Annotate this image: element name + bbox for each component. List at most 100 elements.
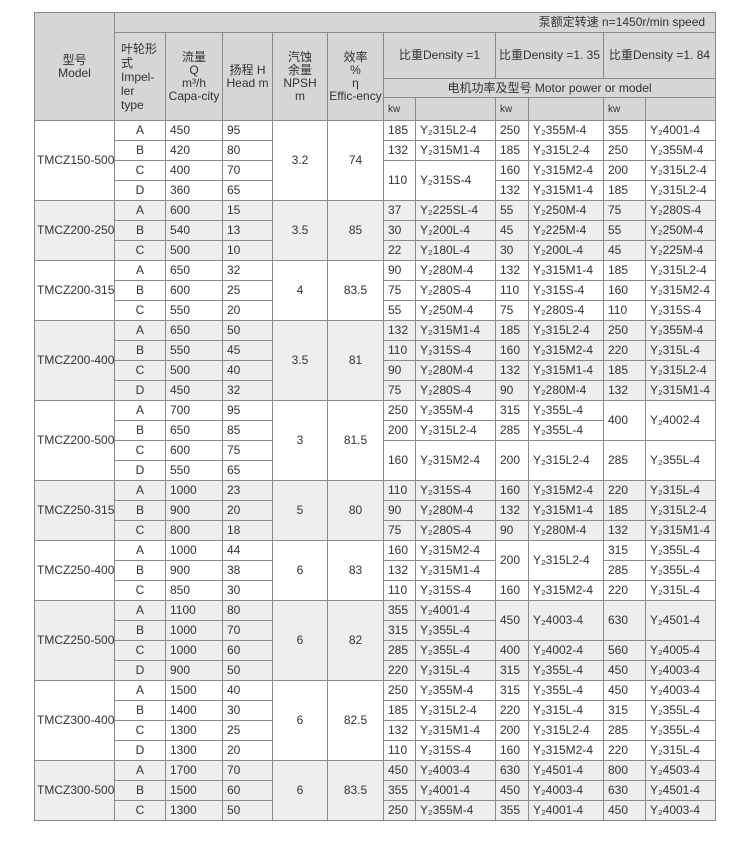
npsh-cell: 6 <box>272 760 328 821</box>
impeller-cell: B <box>114 700 166 721</box>
efficiency-cell: 82 <box>327 600 384 681</box>
motor-model-cell: Y₂315L-4 <box>528 700 604 721</box>
capacity-cell: 1500 <box>165 780 223 801</box>
motor-kw-cell: 250 <box>383 800 416 821</box>
motor-kw-cell: 630 <box>495 760 529 781</box>
head-cell: 70 <box>222 620 273 641</box>
motor-kw-cell: 160 <box>383 540 416 561</box>
motor-kw-cell: 185 <box>495 140 529 161</box>
header-efficiency: 效率 % η Effic-ency <box>327 32 384 121</box>
motor-kw-cell: 132 <box>383 720 416 741</box>
motor-model-cell: Y₂355L-4 <box>528 660 604 681</box>
npsh-cell: 3 <box>272 400 328 481</box>
impeller-cell: B <box>114 620 166 641</box>
impeller-cell: B <box>114 140 166 161</box>
motor-model-cell: Y₂315L-4 <box>644 580 717 601</box>
pump-spec-table: 型号 Model 泵额定转速 n=1450r/min speed 叶轮形 式 I… <box>34 12 717 821</box>
header-model: 型号 Model <box>34 12 115 121</box>
efficiency-cell: 74 <box>327 120 384 201</box>
capacity-cell: 450 <box>165 120 223 141</box>
capacity-cell: 900 <box>165 660 223 681</box>
head-cell: 80 <box>222 600 273 621</box>
motor-kw-cell: 450 <box>495 600 529 641</box>
motor-model-cell: Y₂355L-4 <box>528 400 604 421</box>
motor-model-cell: Y₂355L-4 <box>644 440 717 481</box>
motor-model-cell: Y₂4003-4 <box>528 780 604 801</box>
table-row: TMCZ200-400 A 650 50 3.5 81 132 Y₂315M1-4 185 Y₂3… <box>34 320 717 401</box>
motor-kw-cell: 285 <box>603 440 646 481</box>
table-row: D 1300 20 110 Y₂315S-4 160 Y₂315M2-4 220 Y₂315L-… <box>35 740 717 761</box>
motor-kw-cell: 75 <box>383 520 416 541</box>
impeller-cell: B <box>114 420 166 441</box>
npsh-cell: 3.2 <box>272 120 328 201</box>
motor-kw-cell: 132 <box>495 500 529 521</box>
table-row: C 1300 50 250 Y₂355M-4 355 Y₂4001-4 450 Y₂4003-4 <box>35 800 717 821</box>
motor-model-cell: Y₂315L2-4 <box>644 260 717 281</box>
table-row: B 550 45 110 Y₂315S-4 160 Y₂315M2-4 220 Y₂315L-4 <box>35 340 717 361</box>
motor-kw-cell: 22 <box>383 240 416 261</box>
motor-model-cell: Y₂280S-4 <box>415 520 496 541</box>
header-impeller: 叶轮形 式 Impel- ler type <box>114 32 166 121</box>
motor-model-cell: Y₂315L-4 <box>644 480 717 501</box>
model-cell: TMCZ250-500 <box>34 600 115 681</box>
motor-kw-cell: 160 <box>495 480 529 501</box>
npsh-cell: 6 <box>272 600 328 681</box>
impeller-cell: D <box>114 380 166 401</box>
capacity-cell: 650 <box>165 260 223 281</box>
impeller-cell: A <box>114 600 166 621</box>
motor-kw-cell: 250 <box>495 120 529 141</box>
impeller-cell: C <box>114 360 166 381</box>
motor-model-cell: Y₂315M1-4 <box>528 260 604 281</box>
motor-kw-cell: 315 <box>495 660 529 681</box>
model-cell: TMCZ300-500 <box>34 760 115 821</box>
motor-kw-cell: 200 <box>495 440 529 481</box>
capacity-cell: 360 <box>165 180 223 201</box>
motor-kw-cell: 450 <box>495 780 529 801</box>
impeller-cell: C <box>114 160 166 181</box>
motor-model-cell: Y₂315M1-4 <box>415 320 496 341</box>
head-cell: 15 <box>222 200 273 221</box>
head-cell: 70 <box>222 760 273 781</box>
motor-kw-cell: 630 <box>603 600 646 641</box>
capacity-cell: 800 <box>165 520 223 541</box>
motor-model-cell: Y₂355M-4 <box>415 680 496 701</box>
motor-model-cell: Y₂4001-4 <box>528 800 604 821</box>
motor-model-cell: Y₂315L2-4 <box>644 360 717 381</box>
head-cell: 40 <box>222 360 273 381</box>
table-row: C 400 70 110 Y₂315S-4 160 Y₂315M2-4 200 Y₂315L2-… <box>35 160 717 201</box>
impeller-cell: B <box>114 560 166 581</box>
motor-kw-cell: 185 <box>603 260 646 281</box>
motor-kw-cell: 75 <box>383 380 416 401</box>
head-cell: 18 <box>222 520 273 541</box>
motor-kw-cell: 90 <box>383 360 416 381</box>
motor-model-cell: Y₂4501-4 <box>644 600 717 641</box>
motor-kw-cell: 315 <box>603 540 646 561</box>
impeller-cell: B <box>114 500 166 521</box>
header-density-1-84: 比重Density =1. 84 <box>602 32 717 79</box>
motor-model-cell: Y₂315L2-4 <box>644 500 717 521</box>
capacity-cell: 700 <box>165 400 223 421</box>
motor-model-cell: Y₂355M-4 <box>644 320 717 341</box>
head-cell: 20 <box>222 740 273 761</box>
impeller-cell: D <box>114 660 166 681</box>
motor-model-cell: Y₂280M-4 <box>415 260 496 281</box>
head-cell: 60 <box>222 780 273 801</box>
motor-kw-cell: 185 <box>603 180 646 201</box>
motor-kw-cell: 285 <box>495 420 529 441</box>
head-cell: 65 <box>222 180 273 201</box>
head-cell: 50 <box>222 800 273 821</box>
table-row: C 1000 60 285 Y₂355L-4 400 Y₂4002-4 560 Y₂4005-4 <box>35 640 717 661</box>
motor-kw-cell: 185 <box>383 120 416 141</box>
impeller-cell: B <box>114 780 166 801</box>
motor-model-cell: Y₂315S-4 <box>644 300 717 321</box>
motor-model-cell: Y₂315M2-4 <box>415 540 496 561</box>
motor-model-cell: Y₂280M-4 <box>415 500 496 521</box>
motor-kw-cell: 132 <box>495 180 529 201</box>
motor-kw-cell: 220 <box>495 700 529 721</box>
motor-model-cell: Y₂315M1-4 <box>415 720 496 741</box>
efficiency-cell: 85 <box>327 200 384 261</box>
capacity-cell: 1400 <box>165 700 223 721</box>
motor-kw-cell: 185 <box>603 500 646 521</box>
capacity-cell: 600 <box>165 440 223 461</box>
motor-kw-cell: 110 <box>383 740 416 761</box>
